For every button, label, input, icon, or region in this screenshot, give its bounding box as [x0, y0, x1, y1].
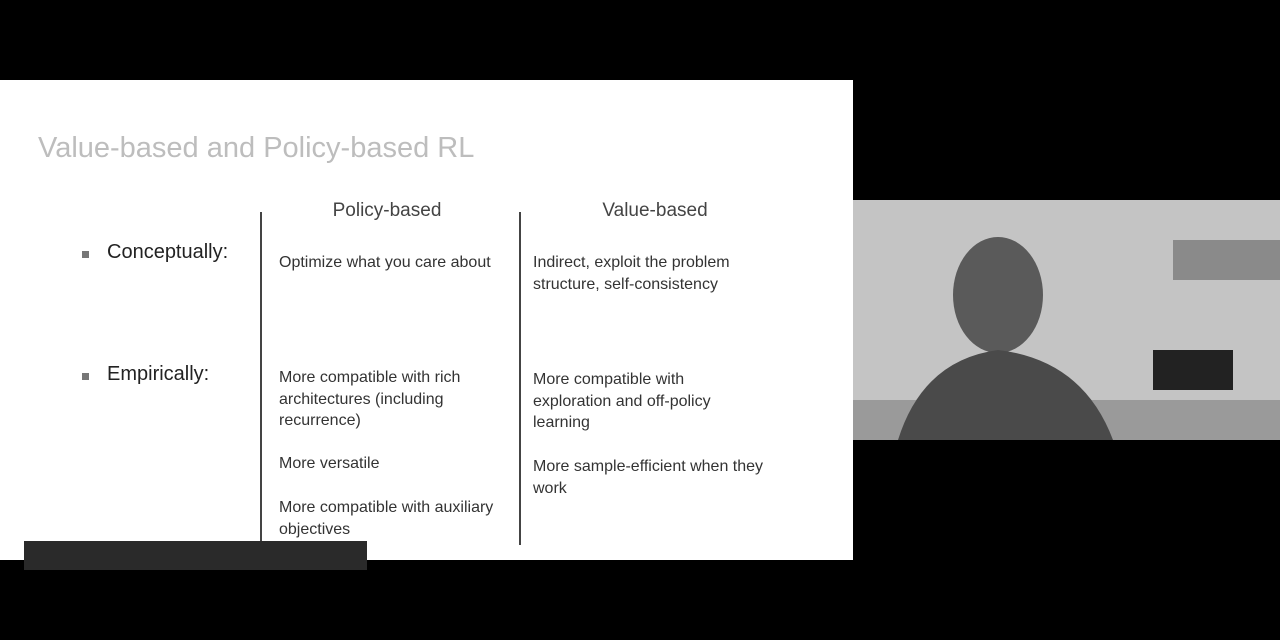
- presentation-toolbar[interactable]: [24, 541, 367, 570]
- divider: [260, 212, 262, 545]
- webcam-video: [853, 200, 1280, 440]
- row-label: Conceptually:: [107, 241, 229, 263]
- bullet: [82, 373, 89, 380]
- slide: Value-based and Policy-based RL Policy-b…: [0, 80, 853, 560]
- cell-text: More compatible with auxiliary objective…: [279, 499, 494, 538]
- divider: [519, 212, 521, 545]
- cell-text: More sample-efficient when they work: [533, 458, 764, 497]
- cell-text: More compatible with rich architectures …: [279, 369, 461, 429]
- slide-title: Value-based and Policy-based RL: [38, 132, 475, 164]
- cell-text: Optimize what you care about: [279, 254, 491, 271]
- column-header: Policy-based: [332, 200, 442, 221]
- row-label: Empirically:: [107, 363, 210, 385]
- column-header: Value-based: [602, 200, 708, 221]
- cell-text: More compatible with exploration and off…: [533, 371, 711, 431]
- cell-text: Indirect, exploit the problem structure,…: [533, 254, 730, 293]
- bullet: [82, 251, 89, 258]
- webcam-scene: [853, 200, 1280, 440]
- cell-text: More versatile: [279, 455, 380, 472]
